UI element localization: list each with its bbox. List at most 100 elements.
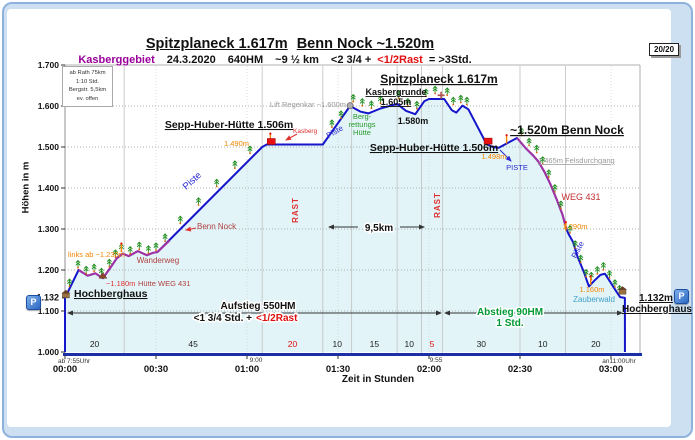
chart-label: PISTE: [506, 163, 528, 172]
tree-icon: [567, 225, 573, 234]
tree-icon: [558, 200, 564, 210]
parking-icon-right: P: [674, 289, 689, 304]
y-tick-label: 1.600: [38, 101, 60, 111]
tree-icon: [594, 266, 600, 275]
chart-label: Wanderweg: [137, 256, 179, 265]
flag-icon: [505, 134, 508, 144]
tree-icon: [444, 87, 450, 96]
tree-icon: [368, 100, 374, 110]
tour-subtitle: Kasberggebiet 24.3.2020 640HM ~9 ½ km <2 3/4…: [40, 54, 510, 66]
info-line: Bergstr. 5,5km: [68, 87, 107, 94]
trail-segment-purple: [516, 137, 568, 230]
tree-icon: [153, 242, 159, 251]
y-tick-label: 1.500: [38, 142, 60, 152]
tree-icon: [162, 233, 168, 242]
tree-icon: [534, 144, 540, 154]
subtitle-km: ~9 ½ km: [275, 54, 319, 66]
stage-minutes-row: 20 45 20 10 15 10 5 30 10 20: [90, 339, 601, 349]
circle-icon: [346, 102, 354, 109]
page-title: Spitzplaneck 1.617m Benn Nock ~1.520m: [60, 36, 520, 52]
elevation-flag-markers: [120, 132, 592, 285]
tree-icon: [518, 127, 525, 137]
tree-icon: [247, 145, 253, 155]
flag-icon: [120, 242, 123, 252]
annotation-arrow: [285, 133, 298, 141]
hut-icon: [61, 289, 71, 299]
info-line: 1:10 Std.: [75, 78, 100, 85]
chart-label: 9:00: [250, 357, 263, 364]
stage-minutes: 20: [591, 339, 601, 349]
tree-icon: [195, 197, 202, 206]
chart-label: 1.498m: [481, 152, 506, 161]
tree-icon: [583, 269, 589, 278]
flag-icon: [589, 275, 592, 285]
stage-minutes: 45: [188, 339, 198, 349]
tree-icon: [396, 90, 402, 100]
y-axis: 1.700 1.600 1.500 1.400 1.300 1.200 1.100 1.000…: [36, 60, 65, 357]
subtitle-rast: <1/2Rast: [377, 54, 423, 66]
tree-icon: [552, 184, 558, 193]
chart-label: Sepp-Huber-Hütte 1.506m: [165, 119, 293, 131]
tree-icon: [106, 258, 112, 268]
chart-label: Kasberg: [293, 128, 318, 135]
annotation-arrow: [185, 226, 197, 232]
chart-label: 1.580m: [398, 116, 429, 126]
chart-label: 1 Std.: [496, 318, 523, 329]
chart-label: rettungs: [348, 120, 375, 129]
tree-icon: [177, 215, 183, 225]
tree-icon: [526, 137, 532, 147]
subtitle-hm: 640HM: [227, 54, 264, 66]
tree-icon: [450, 96, 456, 106]
chart-label: Piste: [181, 170, 204, 192]
trail-segment-purple: [78, 239, 171, 280]
chart-label: 9:55: [430, 357, 443, 364]
chart-label: <1 3/4 Std. +: [194, 313, 253, 324]
tree-icon: [91, 263, 97, 273]
tree-icon: [214, 178, 220, 188]
tree-icon: [232, 160, 238, 169]
tree-icon: [329, 119, 335, 128]
tree-icon: [432, 85, 438, 95]
chart-label: 1.605m: [381, 97, 412, 107]
tree-icon: [414, 101, 420, 110]
chart-label: Hütte WEG 431: [138, 279, 191, 288]
triangle-icon: [98, 272, 108, 279]
x-tick-label: 02:00: [417, 364, 441, 375]
tree-icon: [338, 110, 344, 119]
chart-label: ab 7:55Uhr: [58, 358, 91, 365]
x-tick-label: 01:30: [326, 364, 350, 375]
cross-icon: [437, 91, 445, 99]
x-tick-label: 00:00: [53, 364, 77, 375]
chart-label: <1/2Rast: [256, 313, 298, 324]
chart-label: an11:00Uhr: [602, 358, 636, 365]
chart-label: Benn Nock: [197, 222, 237, 231]
chart-label: Zauberwald: [573, 295, 615, 304]
y-tick-label: 1.100: [38, 306, 60, 316]
x-tick-label: 03:00: [599, 364, 623, 375]
tree-icon: [350, 94, 356, 103]
page-counter-badge[interactable]: 20/20: [649, 43, 680, 56]
stage-minutes: 20: [288, 339, 298, 349]
chart-label: Berg-: [353, 112, 372, 121]
tree-icon: [377, 95, 384, 105]
chart-label: Hochberghaus: [622, 304, 692, 315]
stage-minutes: 20: [90, 339, 100, 349]
tree-icon: [464, 96, 470, 106]
tree-icon: [145, 245, 151, 254]
x-axis: 00:00 00:30 01:00 01:30 02:00 02:30 03:00: [53, 355, 623, 375]
hut-icon: [618, 286, 627, 295]
chart-label: Hütte: [353, 128, 371, 137]
tree-icon: [359, 98, 365, 107]
annotation-arrows: [67, 133, 623, 316]
chart-label: ~1.520m Benn Nock: [510, 123, 624, 137]
chart-label: Aufstieg 550HM: [220, 301, 295, 312]
parking-icon-left: P: [26, 295, 41, 310]
tree-icon: [606, 270, 613, 279]
tree-icon: [458, 94, 464, 104]
chart-label: 1.465m Felsdurchgang: [538, 156, 615, 165]
tree-icon: [540, 156, 546, 165]
poi-markers: [61, 91, 627, 299]
stage-minutes: 5: [430, 339, 435, 349]
chart-label: Spitzplaneck 1.617m: [380, 72, 497, 86]
